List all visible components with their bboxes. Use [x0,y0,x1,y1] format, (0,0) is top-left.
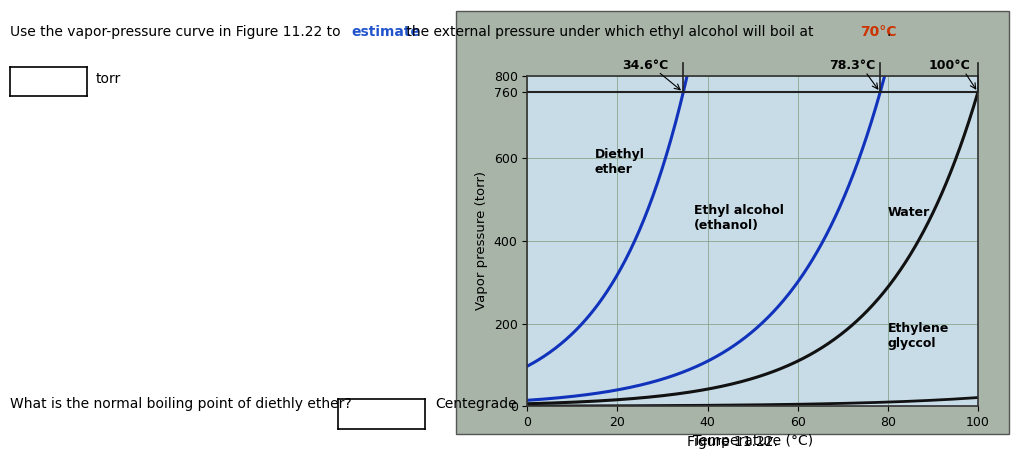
Text: .: . [887,25,891,39]
Text: Diethyl
ether: Diethyl ether [595,148,645,177]
Y-axis label: Vapor pressure (torr): Vapor pressure (torr) [475,172,488,310]
Text: estimate: estimate [351,25,420,39]
Text: 34.6°C: 34.6°C [622,59,669,72]
X-axis label: Temperature (°C): Temperature (°C) [692,435,813,448]
Text: Use the vapor-pressure curve in Figure 11.22 to: Use the vapor-pressure curve in Figure 1… [10,25,345,39]
Text: Ethylene
glyccol: Ethylene glyccol [888,322,949,350]
Text: What is the normal boiling point of diethly ether?: What is the normal boiling point of diet… [10,397,352,411]
Text: Water: Water [888,206,930,218]
Text: 70°C: 70°C [860,25,897,39]
Text: the external pressure under which ethyl alcohol will boil at: the external pressure under which ethyl … [402,25,818,39]
Text: 78.3°C: 78.3°C [829,59,876,72]
Text: torr: torr [95,72,121,86]
Text: Centegrade: Centegrade [435,397,517,411]
Text: 100°C: 100°C [929,59,970,72]
Text: Ethyl alcohol
(ethanol): Ethyl alcohol (ethanol) [694,204,784,232]
Text: Figure 11.22.: Figure 11.22. [687,435,777,449]
